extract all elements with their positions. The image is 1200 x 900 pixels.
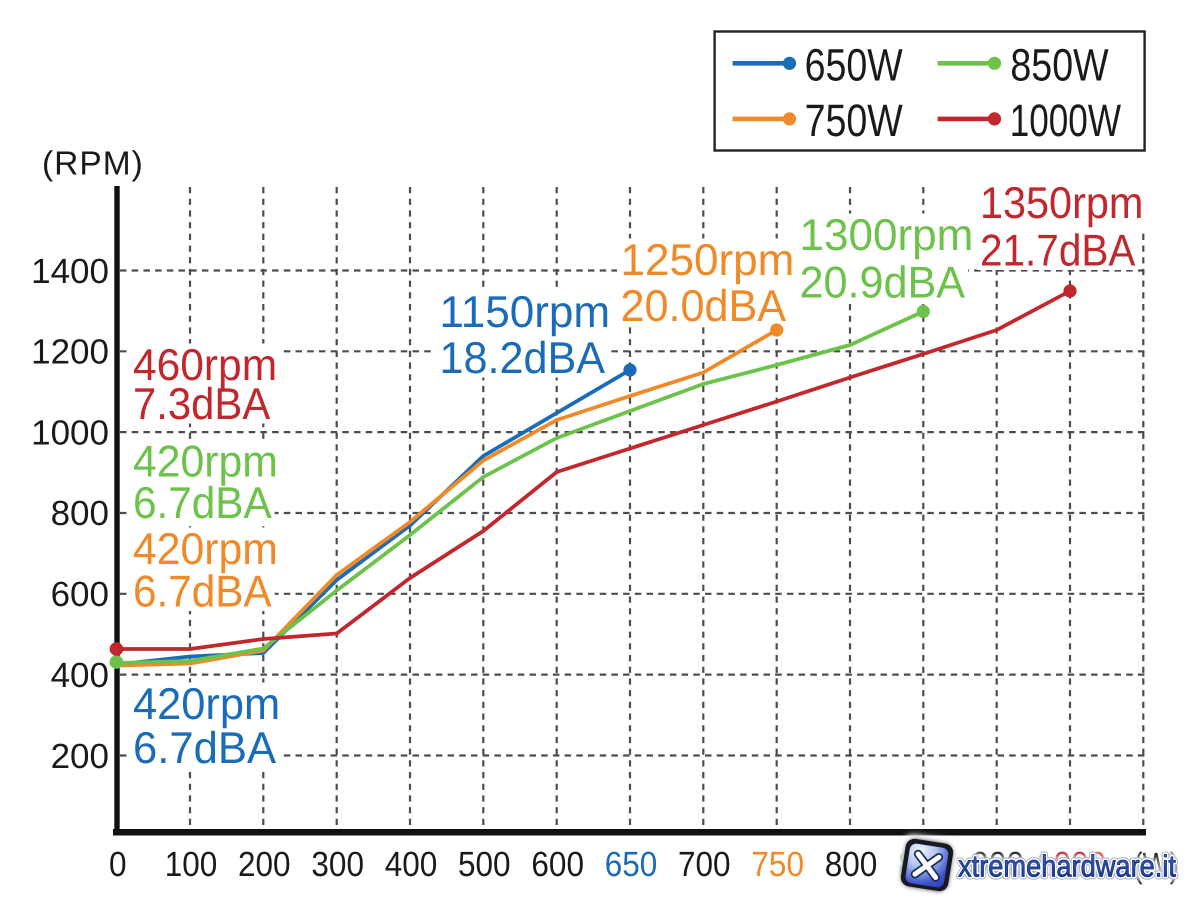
- svg-text:20.9dBA: 20.9dBA: [800, 259, 966, 308]
- svg-text:7.3dBA: 7.3dBA: [133, 380, 271, 429]
- svg-text:500: 500: [458, 845, 511, 884]
- svg-text:1300rpm: 1300rpm: [800, 211, 974, 260]
- svg-text:200: 200: [238, 845, 291, 884]
- svg-text:20.0dBA: 20.0dBA: [621, 282, 787, 331]
- svg-text:420rpm: 420rpm: [133, 525, 278, 574]
- svg-text:1000: 1000: [31, 414, 109, 453]
- svg-text:xtremehardware.it: xtremehardware.it: [958, 850, 1176, 884]
- svg-text:(W): (W): [1133, 846, 1179, 885]
- svg-text:460rpm: 460rpm: [133, 341, 277, 390]
- svg-text:6.7dBA: 6.7dBA: [133, 479, 272, 528]
- svg-text:600: 600: [51, 575, 109, 614]
- svg-text:21.7dBA: 21.7dBA: [980, 227, 1136, 276]
- svg-text:xtremehardware.it: xtremehardware.it: [958, 850, 1176, 884]
- svg-text:1200: 1200: [31, 333, 109, 372]
- svg-text:700: 700: [678, 845, 731, 884]
- svg-text:6.7dBA: 6.7dBA: [133, 724, 276, 773]
- svg-text:600: 600: [531, 845, 584, 884]
- svg-text:(RPM): (RPM): [42, 146, 144, 183]
- svg-text:750W: 750W: [805, 95, 903, 146]
- svg-text:6.7dBA: 6.7dBA: [133, 568, 272, 617]
- svg-text:1400: 1400: [31, 252, 109, 291]
- svg-text:100: 100: [165, 845, 218, 884]
- svg-text:650W: 650W: [805, 40, 903, 91]
- svg-text:200: 200: [51, 737, 109, 776]
- svg-text:xtremehardware.it: xtremehardware.it: [958, 850, 1176, 884]
- svg-text:850W: 850W: [1010, 40, 1108, 91]
- svg-text:xtremehardware.it: xtremehardware.it: [958, 850, 1176, 884]
- svg-text:0: 0: [109, 845, 127, 884]
- svg-text:1150rpm: 1150rpm: [440, 288, 611, 337]
- svg-text:420rpm: 420rpm: [133, 438, 278, 487]
- svg-text:900: 900: [971, 845, 1024, 884]
- svg-text:1000W: 1000W: [1010, 95, 1121, 146]
- svg-text:650: 650: [605, 845, 658, 884]
- svg-text:420rpm: 420rpm: [133, 680, 280, 729]
- svg-text:800: 800: [51, 494, 109, 533]
- svg-text:1250rpm: 1250rpm: [621, 236, 795, 285]
- svg-text:18.2dBA: 18.2dBA: [440, 334, 606, 383]
- svg-text:400: 400: [51, 656, 109, 695]
- svg-text:1350rpm: 1350rpm: [980, 179, 1143, 228]
- svg-text:800: 800: [825, 845, 878, 884]
- svg-text:750: 750: [751, 845, 804, 884]
- svg-text:400: 400: [385, 845, 438, 884]
- svg-text:1000: 1000: [1036, 845, 1106, 884]
- svg-text:300: 300: [311, 845, 364, 884]
